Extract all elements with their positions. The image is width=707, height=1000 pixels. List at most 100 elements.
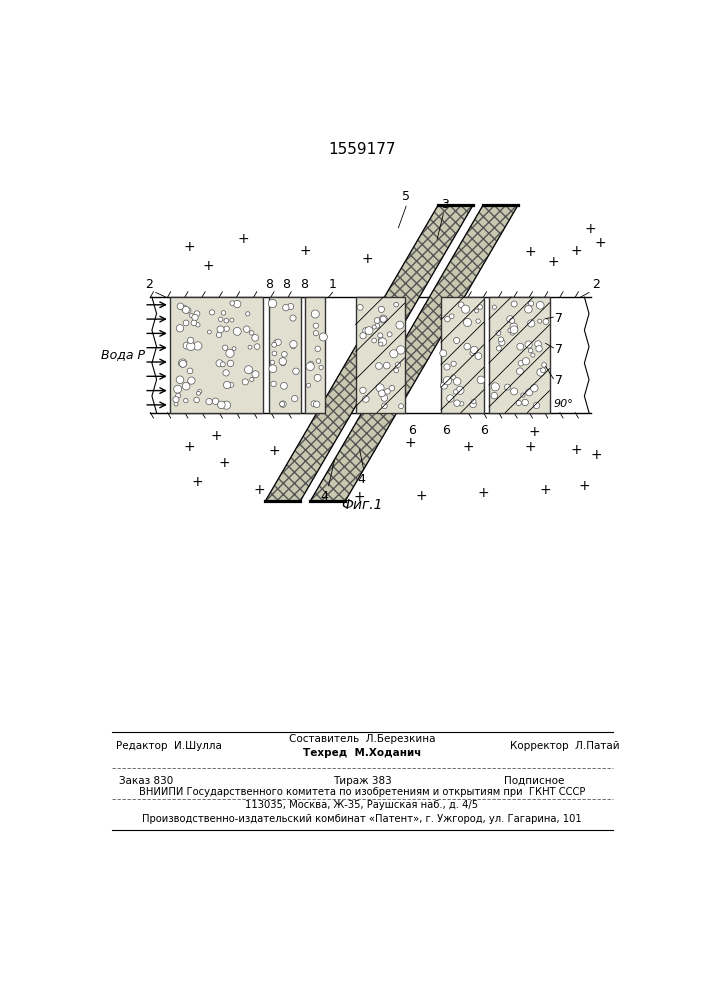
Bar bbox=[170, 297, 263, 413]
Text: Подписное: Подписное bbox=[504, 776, 564, 786]
Text: 7: 7 bbox=[555, 312, 563, 325]
Text: +: + bbox=[269, 444, 280, 458]
Circle shape bbox=[531, 353, 535, 357]
Text: +: + bbox=[528, 425, 540, 439]
Circle shape bbox=[182, 306, 189, 313]
Text: +: + bbox=[571, 244, 583, 258]
Circle shape bbox=[250, 331, 254, 335]
Text: +: + bbox=[540, 483, 551, 497]
Circle shape bbox=[291, 395, 298, 402]
Circle shape bbox=[454, 400, 460, 406]
Circle shape bbox=[243, 326, 250, 332]
Circle shape bbox=[174, 385, 182, 393]
Circle shape bbox=[395, 362, 401, 367]
Circle shape bbox=[313, 323, 318, 328]
Text: 4: 4 bbox=[321, 490, 329, 503]
Circle shape bbox=[207, 330, 211, 334]
Circle shape bbox=[275, 339, 281, 345]
Circle shape bbox=[491, 383, 499, 391]
Circle shape bbox=[268, 299, 276, 308]
Circle shape bbox=[492, 305, 496, 309]
Circle shape bbox=[180, 360, 187, 367]
Text: 1: 1 bbox=[329, 278, 337, 291]
Circle shape bbox=[522, 358, 530, 365]
Circle shape bbox=[221, 311, 226, 315]
Circle shape bbox=[187, 342, 195, 351]
Text: 6: 6 bbox=[479, 424, 488, 437]
Circle shape bbox=[537, 301, 544, 309]
Circle shape bbox=[518, 361, 524, 366]
Circle shape bbox=[218, 401, 225, 409]
Circle shape bbox=[456, 386, 464, 394]
Circle shape bbox=[464, 343, 471, 350]
Circle shape bbox=[372, 325, 376, 329]
Circle shape bbox=[469, 401, 477, 408]
Text: +: + bbox=[300, 244, 311, 258]
Circle shape bbox=[290, 315, 296, 321]
Circle shape bbox=[279, 358, 286, 365]
Circle shape bbox=[397, 346, 405, 354]
Circle shape bbox=[197, 389, 202, 394]
Circle shape bbox=[381, 395, 387, 401]
Circle shape bbox=[306, 362, 315, 371]
Circle shape bbox=[227, 360, 234, 367]
Circle shape bbox=[541, 368, 546, 373]
Circle shape bbox=[491, 392, 498, 399]
Circle shape bbox=[223, 401, 230, 409]
Circle shape bbox=[269, 365, 277, 373]
Circle shape bbox=[216, 360, 223, 367]
Circle shape bbox=[534, 341, 542, 347]
Circle shape bbox=[271, 381, 276, 387]
Circle shape bbox=[280, 402, 285, 406]
Text: +: + bbox=[238, 232, 249, 246]
Circle shape bbox=[380, 316, 387, 322]
Text: +: + bbox=[203, 259, 214, 273]
Circle shape bbox=[184, 398, 188, 403]
Text: +: + bbox=[416, 253, 428, 267]
Circle shape bbox=[496, 331, 501, 335]
Circle shape bbox=[460, 402, 464, 406]
Circle shape bbox=[390, 350, 398, 358]
Circle shape bbox=[496, 346, 501, 351]
Circle shape bbox=[510, 326, 518, 333]
Circle shape bbox=[365, 327, 373, 335]
Circle shape bbox=[243, 379, 248, 385]
Circle shape bbox=[510, 326, 518, 334]
Circle shape bbox=[511, 301, 517, 307]
Text: +: + bbox=[404, 436, 416, 450]
Circle shape bbox=[313, 331, 319, 336]
Circle shape bbox=[458, 302, 464, 308]
Circle shape bbox=[522, 399, 528, 406]
Text: +: + bbox=[218, 456, 230, 470]
Text: +: + bbox=[183, 440, 195, 454]
Circle shape bbox=[232, 347, 236, 351]
Circle shape bbox=[510, 331, 515, 335]
Circle shape bbox=[537, 368, 544, 376]
Circle shape bbox=[228, 382, 234, 387]
Circle shape bbox=[536, 346, 542, 352]
Text: 8: 8 bbox=[265, 278, 273, 291]
Text: +: + bbox=[346, 436, 358, 450]
Text: 6: 6 bbox=[409, 424, 416, 437]
Circle shape bbox=[471, 346, 478, 354]
Circle shape bbox=[394, 302, 399, 307]
Circle shape bbox=[319, 365, 323, 370]
Circle shape bbox=[245, 366, 252, 374]
Circle shape bbox=[464, 319, 471, 325]
Circle shape bbox=[252, 371, 259, 378]
Text: 8: 8 bbox=[300, 278, 308, 291]
Circle shape bbox=[221, 362, 226, 367]
Text: +: + bbox=[594, 236, 606, 250]
Text: 2: 2 bbox=[145, 278, 153, 291]
Circle shape bbox=[183, 320, 189, 326]
Text: 3: 3 bbox=[441, 198, 449, 211]
Text: 7: 7 bbox=[555, 374, 563, 387]
Circle shape bbox=[470, 350, 475, 356]
Text: +: + bbox=[571, 443, 583, 457]
Circle shape bbox=[224, 318, 228, 323]
Circle shape bbox=[451, 361, 456, 366]
Circle shape bbox=[189, 314, 194, 318]
Circle shape bbox=[223, 381, 230, 389]
Text: Техред  М.Ходанич: Техред М.Ходанич bbox=[303, 748, 421, 758]
Text: +: + bbox=[211, 429, 222, 443]
